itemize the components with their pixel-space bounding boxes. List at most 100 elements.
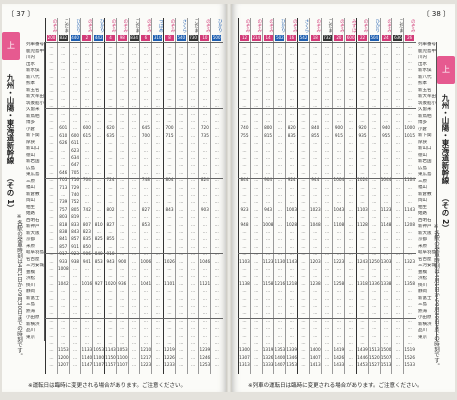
time-cell: … <box>214 273 219 279</box>
left-page: 〔 37 〕 上 り 九州・山陽・東海道新幹線 （その 1） ※各駅の発車時刻は… <box>2 4 226 392</box>
time-cell: … <box>202 81 207 86</box>
time-cell: 835 <box>287 132 296 138</box>
time-cell: … <box>214 280 219 286</box>
train-column: のぞみ 14…………………………… 800 815…………… 904……… 943… 100… <box>261 18 274 374</box>
time-cell: … <box>254 310 259 316</box>
time-cell: … <box>277 118 282 123</box>
time-cell: … <box>179 332 184 338</box>
time-cell: … <box>289 95 294 101</box>
time-cell: … <box>96 177 101 183</box>
time-cell: … <box>277 192 282 197</box>
time-cell: … <box>155 229 160 234</box>
train-column: ひかり504……………………………………………………………………………1250…… <box>367 18 380 374</box>
time-cell: … <box>313 51 318 57</box>
time-cell: … <box>384 236 389 242</box>
time-cell: … <box>301 347 306 353</box>
train-column: のぞみ 6…………………………… 645 700…………… 748……… 827… 853…… <box>139 18 151 374</box>
time-cell: … <box>360 184 365 190</box>
time-cell: … <box>132 332 137 338</box>
time-cell: … <box>325 280 330 286</box>
train-name: のぞみ <box>245 19 250 33</box>
train-number: 500 <box>212 35 222 41</box>
time-cell: … <box>179 214 184 220</box>
time-cell: … <box>336 140 341 146</box>
time-cell: … <box>132 147 137 153</box>
station-name: 米原 <box>26 243 35 249</box>
time-cell: … <box>202 288 207 294</box>
time-cell: 1128 <box>357 221 368 227</box>
station-name: 西明石 <box>26 217 40 223</box>
time-cell: … <box>214 140 219 146</box>
time-cell: … <box>96 73 101 79</box>
time-cell: 1339 <box>286 347 298 353</box>
time-cell: … <box>277 273 282 279</box>
time-cell: 755 <box>240 132 249 138</box>
time-cell: … <box>96 184 101 190</box>
time-cell: … <box>407 95 412 101</box>
time-cell: … <box>49 325 54 331</box>
time-cell: … <box>84 58 89 64</box>
time-cell: … <box>242 155 247 160</box>
train-column: のぞみ 16…………………………… 820 835…………… 924……… 1003… 10… <box>285 18 297 374</box>
time-cell: 840 <box>311 125 320 131</box>
time-cell: … <box>277 214 282 220</box>
train-name: のぞみ <box>122 19 128 33</box>
time-cell: 1048 <box>309 221 321 227</box>
time-cell: … <box>277 177 282 183</box>
time-cell: … <box>254 118 259 123</box>
train-name: のぞみ <box>146 19 152 33</box>
time-cell: … <box>348 347 353 353</box>
time-cell: … <box>266 73 271 79</box>
time-cell: … <box>191 258 196 264</box>
time-cell: … <box>108 155 113 160</box>
station-name: 三河安城 <box>26 263 44 268</box>
time-cell: … <box>348 243 353 249</box>
time-cell: … <box>301 147 306 153</box>
time-cell: … <box>313 147 318 153</box>
time-cell: … <box>289 155 294 160</box>
time-cell: … <box>277 243 282 249</box>
time-cell: … <box>336 103 341 109</box>
time-cell: … <box>73 125 78 131</box>
time-cell: 600 <box>71 132 80 138</box>
time-cell: … <box>191 51 196 57</box>
section-divider <box>238 108 416 109</box>
time-cell: … <box>254 214 259 220</box>
time-cell: … <box>84 192 89 197</box>
time-cell: … <box>254 110 259 116</box>
time-cell: … <box>61 340 66 345</box>
time-cell: 1123 <box>380 206 392 212</box>
time-cell: … <box>214 184 219 190</box>
train-name: こだま <box>327 19 333 33</box>
time-cell: … <box>336 295 341 301</box>
time-cell: … <box>143 110 148 116</box>
time-cell: … <box>132 118 137 123</box>
time-cell: … <box>84 332 89 338</box>
time-cell: … <box>202 310 207 316</box>
time-cell: … <box>179 229 184 234</box>
time-cell: … <box>313 184 318 190</box>
time-cell: … <box>132 66 137 72</box>
time-cell: … <box>155 192 160 197</box>
time-cell: … <box>325 354 330 360</box>
time-cell: … <box>202 214 207 220</box>
time-cell: … <box>49 266 54 271</box>
time-cell: 850 <box>82 243 91 249</box>
time-cell: … <box>277 81 282 86</box>
station-name: 広島 <box>26 165 35 171</box>
time-cell: … <box>313 310 318 316</box>
time-cell: … <box>277 325 282 331</box>
time-cell: … <box>266 332 271 338</box>
time-cell: … <box>336 44 341 49</box>
time-cell: … <box>360 192 365 197</box>
time-cell: … <box>179 177 184 183</box>
time-cell: … <box>254 266 259 271</box>
time-cell: … <box>179 288 184 294</box>
time-cell: 935 <box>358 132 367 138</box>
time-cell: … <box>266 236 271 242</box>
time-cell: … <box>61 66 66 72</box>
time-cell: 1148 <box>380 221 392 227</box>
time-cell: 827 <box>141 206 150 212</box>
station-name: 掛川 <box>26 282 35 288</box>
time-cell: … <box>202 332 207 338</box>
